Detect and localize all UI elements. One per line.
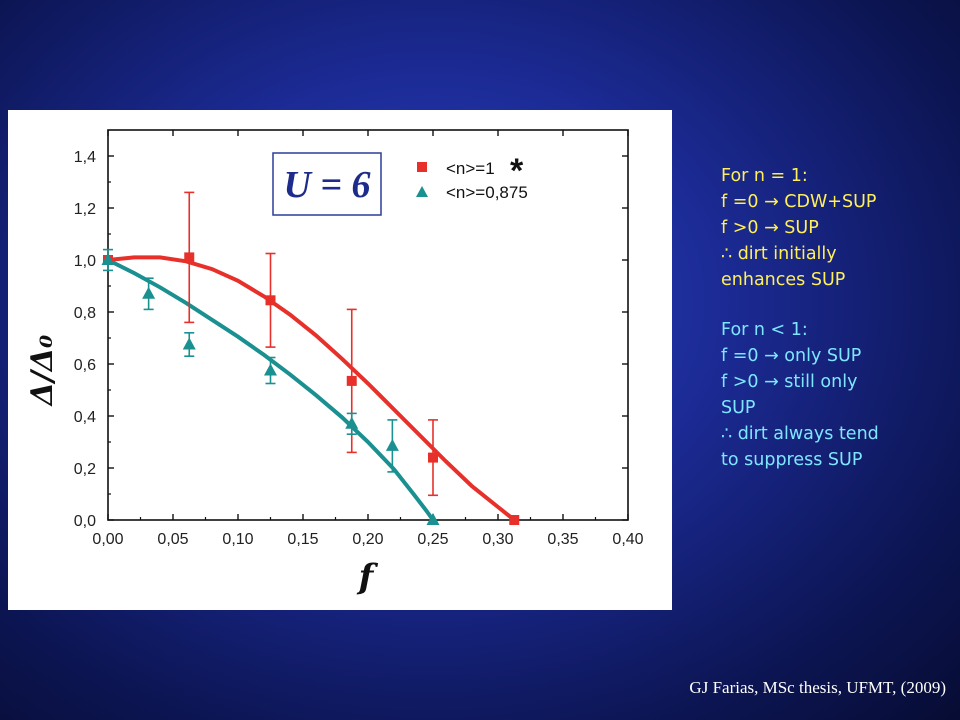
x-tick-label: 0,40 [612, 531, 643, 548]
note-nlt1-line5: to suppress SUP [721, 450, 863, 470]
note-nlt1-line3: SUP [721, 398, 756, 418]
x-tick-label: 0,05 [157, 531, 188, 548]
data-point-triangle [264, 363, 277, 376]
y-tick-label: 0,4 [74, 409, 96, 426]
data-point-triangle [426, 513, 440, 525]
x-tick-label: 0,10 [222, 531, 253, 548]
note-nlt1-line1: f =0 → only SUP [721, 346, 862, 366]
x-tick-label: 0,15 [287, 531, 318, 548]
x-tick-label: 0,20 [352, 531, 383, 548]
legend-label-series2: <n>=0,875 [446, 183, 528, 202]
note-nlt1-line2: f >0 → still only [721, 372, 858, 392]
legend-marker-series1 [417, 162, 427, 172]
citation: GJ Farias, MSc thesis, UFMT, (2009) [689, 678, 946, 697]
x-tick-label: 0,35 [547, 531, 578, 548]
annotation: U = 6 [272, 152, 382, 216]
ticks: 0,00 0,05 0,10 0,15 0,20 0,25 0,30 0,35 0,40 0,0 0… [74, 130, 644, 548]
annotation-box [272, 152, 382, 216]
data-point-square [428, 452, 438, 463]
y-tick-label: 1,0 [74, 253, 96, 270]
x-tick-label: 0,25 [417, 531, 448, 548]
y-tick-label: 0,2 [74, 461, 96, 478]
chart-panel: 0,00 0,05 0,10 0,15 0,20 0,25 0,30 0,35 0,40 0,0 0… [8, 110, 672, 610]
annotation-label: U = 6 [283, 164, 370, 206]
y-tick-label: 0,8 [74, 305, 96, 322]
data-point-triangle [142, 286, 156, 299]
data-point-square [346, 375, 357, 386]
fit-curve-series2 [106, 258, 435, 522]
note-n1-line2: f >0 → SUP [721, 218, 819, 238]
note-nlt1-line4: ∴ dirt always tend [721, 424, 879, 444]
y-axis-label: Δ/Δ₀ [25, 335, 60, 408]
data-point-square [184, 252, 195, 263]
data-point-triangle [182, 337, 196, 350]
legend-star: * [510, 152, 524, 190]
note-n1-line1: f =0 → CDW+SUP [721, 192, 877, 212]
data-point-square [509, 515, 520, 525]
chart-svg: 0,00 0,05 0,10 0,15 0,20 0,25 0,30 0,35 0,40 0,0 0… [25, 129, 644, 597]
legend: <n>=1 * <n>=0,875 [416, 152, 528, 202]
data-point-triangle [385, 438, 399, 451]
legend-marker-series2 [416, 186, 428, 197]
x-axis-label: f [357, 557, 379, 597]
fit-curve-series1 [106, 255, 517, 522]
data-points [101, 191, 520, 525]
notes-panel: For n = 1: f =0 → CDW+SUP f >0 → SUP ∴ d… [721, 163, 956, 473]
note-n1-heading: For n = 1: [721, 166, 808, 186]
y-tick-label: 0,6 [74, 357, 96, 374]
note-n1-line3: ∴ dirt initially [721, 244, 837, 264]
note-nlt1-heading: For n < 1: [721, 320, 808, 340]
note-n1-line4: enhances SUP [721, 270, 846, 290]
x-tick-label: 0,30 [482, 531, 513, 548]
y-tick-label: 1,2 [74, 201, 96, 218]
data-point-square [265, 295, 276, 306]
fit-curves [106, 255, 517, 522]
data-point-triangle [101, 253, 115, 265]
y-tick-label: 0,0 [74, 513, 96, 530]
data-point-triangle [345, 416, 359, 429]
x-tick-label: 0,00 [92, 531, 123, 548]
legend-label-series1: <n>=1 [446, 159, 495, 178]
y-tick-label: 1,4 [74, 149, 96, 166]
